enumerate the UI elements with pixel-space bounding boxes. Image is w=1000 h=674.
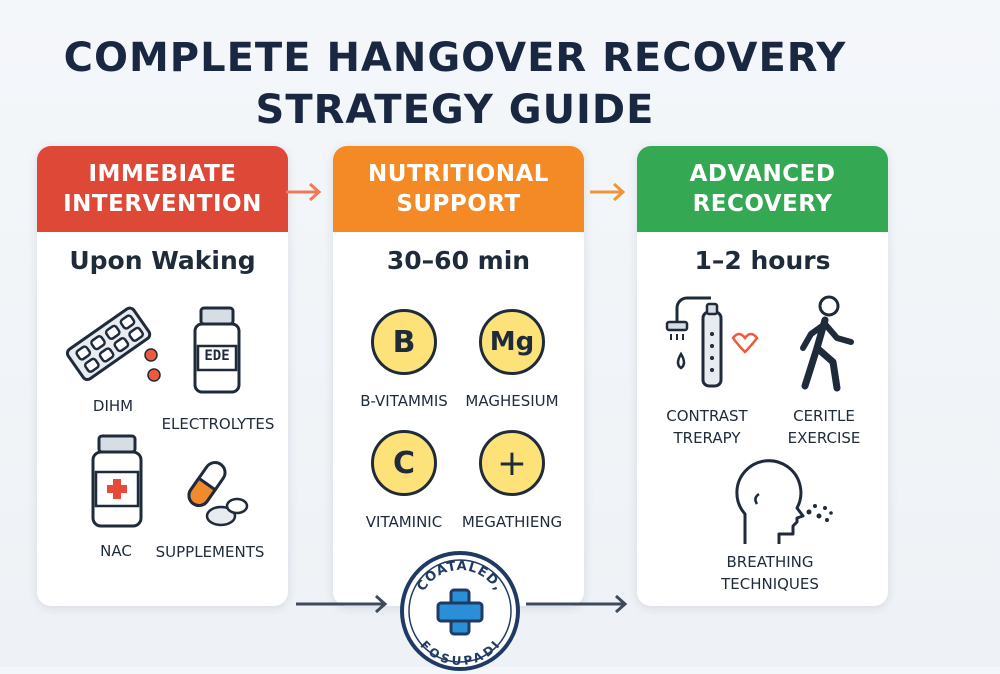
card-header-line-1: IMMEBIATE — [88, 161, 237, 187]
card-nutritional-support: NUTRITIONAL SUPPORT 30–60 min B B-VITAMM… — [333, 146, 584, 606]
item-label: MEGATHIENG — [461, 513, 563, 531]
seal-badge: COATALED, FOSUPADI — [400, 551, 520, 671]
item-label: MAGHESIUM — [465, 392, 559, 410]
vitamin-b-badge: B — [371, 309, 437, 375]
item-label: NAC — [100, 542, 132, 560]
arrow-right-icon — [286, 182, 322, 202]
item-label: EXERCISE — [787, 429, 861, 447]
item-label: TECHNIQUES — [721, 575, 819, 593]
item-label: B-VITAMMIS — [360, 392, 448, 410]
card-subtitle: 30–60 min — [386, 246, 531, 275]
card-advanced-recovery: ADVANCED RECOVERY 1–2 hours CONTRAST TRE… — [637, 146, 888, 606]
item-label: ELECTROLYTES — [161, 415, 275, 433]
vitamin-c-badge: C — [371, 430, 437, 496]
title-line-2: STRATEGY GUIDE — [255, 87, 655, 133]
card-header-line-2: RECOVERY — [692, 191, 833, 217]
medical-cross-icon — [436, 588, 484, 636]
magnesium-badge: Mg — [479, 309, 545, 375]
item-label: BREATHING — [726, 553, 814, 571]
arrow-right-icon — [526, 594, 628, 614]
arrow-right-icon — [296, 594, 388, 614]
card-subtitle: 1–2 hours — [694, 246, 831, 275]
item-label: CERITLE — [793, 407, 855, 425]
card-header-line-1: NUTRITIONAL — [368, 161, 549, 187]
capsule-icon — [187, 461, 249, 527]
blister-pack-icon — [65, 306, 161, 382]
card-header-line-2: SUPPORT — [396, 191, 521, 217]
item-label: CONTRAST — [666, 407, 748, 425]
card-header-nutritional: NUTRITIONAL SUPPORT — [333, 146, 584, 232]
arrow-right-icon — [590, 182, 626, 202]
bottle-label-text: EDE — [204, 348, 230, 364]
item-label: SUPPLEMENTS — [155, 543, 265, 561]
shower-icon — [665, 296, 759, 388]
card-immediate-intervention: IMMEBIATE INTERVENTION Upon Waking DIHM … — [37, 146, 288, 606]
item-label: TRERAPY — [673, 429, 741, 447]
page-title: COMPLETE HANGOVER RECOVERY STRATEGY GUID… — [0, 32, 910, 136]
item-label: VITAMINIC — [365, 513, 443, 531]
card-header-line-1: ADVANCED — [689, 161, 836, 187]
card-subtitle: Upon Waking — [69, 246, 256, 275]
item-label: DIHM — [92, 397, 134, 415]
breathing-head-icon — [735, 459, 833, 544]
card-header-advanced: ADVANCED RECOVERY — [637, 146, 888, 232]
bottle-icon — [193, 306, 241, 394]
card-header-line-2: INTERVENTION — [63, 191, 262, 217]
title-line-1: COMPLETE HANGOVER RECOVERY — [63, 35, 847, 81]
card-header-immediate: IMMEBIATE INTERVENTION — [37, 146, 288, 232]
walking-person-icon — [800, 295, 854, 392]
medicine-bottle-icon — [91, 434, 143, 528]
plus-badge: + — [479, 430, 545, 496]
